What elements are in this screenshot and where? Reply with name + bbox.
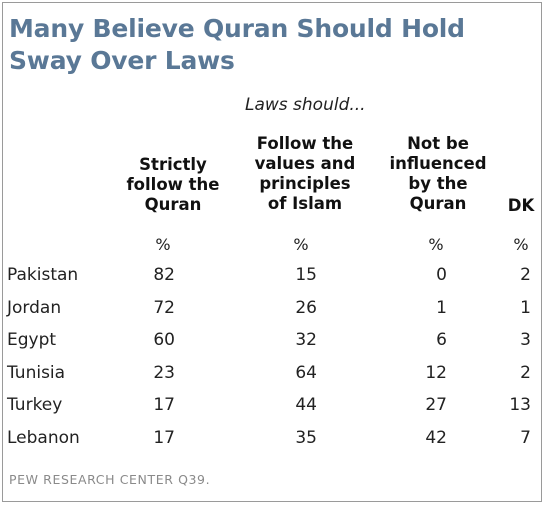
value-cell: 1 bbox=[436, 297, 447, 318]
value-cell: 12 bbox=[425, 362, 447, 383]
value-cell: 1 bbox=[520, 297, 531, 318]
value-cell: 27 bbox=[425, 395, 447, 415]
value-cell: 2 bbox=[520, 362, 531, 383]
value-cell: 7 bbox=[520, 427, 531, 448]
value-cell: 2 bbox=[520, 265, 531, 285]
value-cell: 82 bbox=[153, 265, 175, 285]
unit-label: % bbox=[293, 235, 309, 254]
country-label: Jordan bbox=[7, 297, 62, 318]
value-cell: 17 bbox=[153, 427, 175, 448]
country-label: Egypt bbox=[7, 330, 57, 350]
table-row: Tunisia 23 64 12 2 bbox=[3, 357, 543, 389]
source-note: PEW RESEARCH CENTER Q39. bbox=[9, 472, 211, 487]
value-cell: 44 bbox=[295, 395, 317, 415]
table-row: Jordan 72 26 1 1 bbox=[3, 292, 543, 324]
value-cell: 13 bbox=[509, 395, 531, 415]
country-label: Turkey bbox=[7, 395, 63, 415]
column-header-follow-values-islam: Follow the values and principles of Isla… bbox=[254, 134, 356, 213]
table-row: Lebanon 17 35 42 7 bbox=[3, 422, 543, 454]
value-cell: 6 bbox=[436, 330, 447, 350]
value-cell: 26 bbox=[295, 297, 317, 318]
value-cell: 23 bbox=[153, 362, 175, 383]
column-header-dk: DK bbox=[507, 196, 535, 215]
chart-title: Many Believe Quran Should Hold Sway Over… bbox=[9, 14, 465, 75]
value-cell: 3 bbox=[520, 330, 531, 350]
value-cell: 42 bbox=[425, 427, 447, 448]
value-cell: 0 bbox=[436, 265, 447, 285]
country-label: Lebanon bbox=[7, 427, 80, 448]
country-label: Pakistan bbox=[7, 265, 79, 285]
value-cell: 72 bbox=[153, 297, 175, 318]
value-cell: 17 bbox=[153, 395, 175, 415]
chart-frame: Many Believe Quran Should Hold Sway Over… bbox=[2, 2, 542, 502]
value-cell: 35 bbox=[295, 427, 317, 448]
column-header-not-influenced: Not be influenced by the Quran bbox=[389, 134, 487, 213]
table-row: Pakistan 82 15 0 2 bbox=[3, 259, 543, 291]
unit-label: % bbox=[155, 235, 171, 254]
unit-label: % bbox=[513, 235, 529, 254]
value-cell: 15 bbox=[295, 265, 317, 285]
chart-subtitle: Laws should... bbox=[245, 95, 366, 115]
value-cell: 64 bbox=[295, 362, 317, 383]
unit-label: % bbox=[428, 235, 444, 254]
value-cell: 60 bbox=[153, 330, 175, 350]
country-label: Tunisia bbox=[7, 362, 66, 383]
column-header-strictly-follow-quran: Strictly follow the Quran bbox=[126, 155, 220, 214]
table-row: Egypt 60 32 6 3 bbox=[3, 324, 543, 356]
table-row: Turkey 17 44 27 13 bbox=[3, 389, 543, 421]
value-cell: 32 bbox=[295, 330, 317, 350]
